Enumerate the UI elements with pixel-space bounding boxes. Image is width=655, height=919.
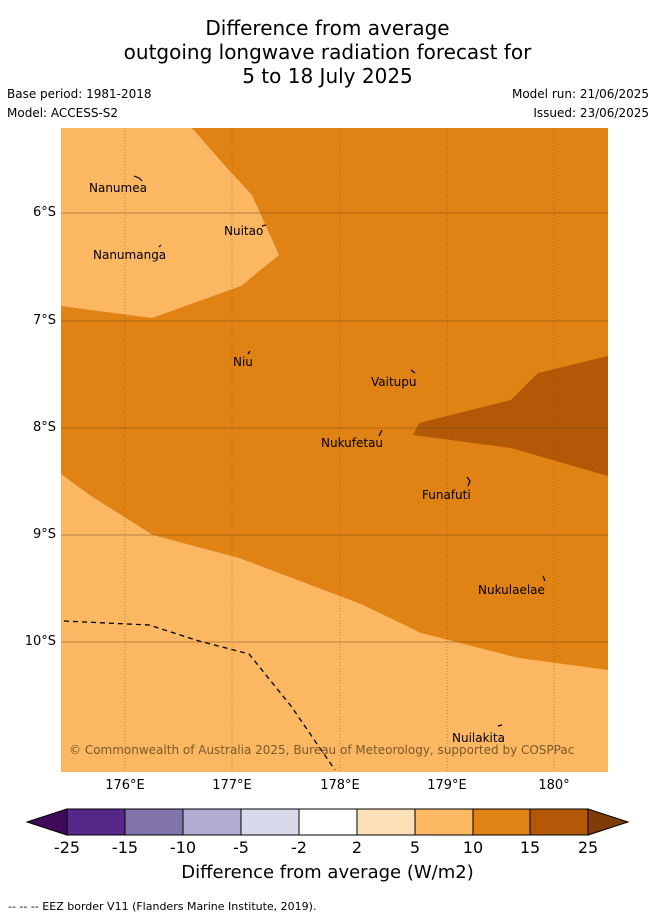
lat-tick-6s: 6°S: [32, 205, 56, 220]
colorbar-swatch-1: [67, 809, 125, 835]
colorbar-tick-neg25: -25: [53, 838, 81, 857]
model-run: Model run: 21/06/2025: [511, 87, 649, 101]
colorbar-tick-5: 5: [409, 838, 421, 857]
light-orange-south-region: [61, 474, 608, 772]
place-label-vaitupu: Vaitupu: [371, 375, 417, 389]
title-line-3: 5 to 18 July 2025: [242, 64, 413, 88]
place-label-funafuti: Funafuti: [422, 488, 471, 502]
colorbar-tick-10: 10: [462, 838, 484, 857]
colorbar-swatch-5: [299, 809, 357, 835]
colorbar-swatch-3: [183, 809, 241, 835]
lat-tick-10s: 10°S: [24, 634, 56, 649]
issued-date: Issued: 23/06/2025: [533, 106, 649, 120]
eez-legend-footer: -- -- -- EEZ border V11 (Flanders Marine…: [8, 900, 317, 913]
dark-orange-region: [413, 356, 608, 476]
place-label-nanumea: Nanumea: [89, 181, 147, 195]
island-funafuti: [466, 476, 471, 487]
place-label-nukulaelae: Nukulaelae: [478, 583, 545, 597]
map-title: Difference from average outgoing longwav…: [0, 16, 655, 88]
island-shapes: [133, 175, 546, 727]
lon-tick-180: 180°: [538, 778, 570, 793]
colorbar-tick-25: 25: [577, 838, 599, 857]
colorbar-tick-neg15: -15: [111, 838, 139, 857]
colorbar-label: Difference from average (W/m2): [181, 862, 474, 883]
colorbar-tick-15: 15: [519, 838, 541, 857]
light-orange-north-region: [61, 128, 279, 318]
colorbar-frame: [66, 808, 589, 836]
place-label-nukufetau: Nukufetau: [321, 436, 383, 450]
lon-tick-176e: 176°E: [105, 778, 145, 793]
map-panel: Nanumea Nuitao Nanumanga Niu Vaitupu Nuk…: [61, 128, 608, 772]
place-label-nuilakita: Nuilakita: [452, 731, 505, 745]
colorbar-tick-neg5: -5: [233, 838, 249, 857]
island-nukufetau: [378, 429, 383, 437]
base-period: Base period: 1981-2018: [7, 87, 152, 101]
title-line-1: Difference from average: [205, 16, 450, 40]
title-line-2: outgoing longwave radiation forecast for: [123, 40, 532, 64]
lon-tick-178e: 178°E: [320, 778, 360, 793]
island-vaitupu: [410, 369, 416, 374]
island-niu: [247, 350, 251, 355]
colorbar-swatch-6: [357, 809, 415, 835]
colorbar-swatch-7: [415, 809, 473, 835]
place-label-niu: Niu: [233, 355, 253, 369]
lat-tick-7s: 7°S: [32, 313, 56, 328]
model-name: Model: ACCESS-S2: [7, 106, 119, 120]
grid-lat-lines: [61, 212, 608, 643]
eez-border: [63, 620, 336, 771]
island-nanumea: [133, 175, 143, 182]
colorbar-tick-2: 2: [351, 838, 363, 857]
colorbar-swatch-8: [473, 809, 530, 835]
map-copyright: © Commonwealth of Australia 2025, Bureau…: [69, 743, 574, 757]
island-nuilakita: [497, 724, 503, 727]
colorbar-outline: [66, 808, 589, 836]
place-label-nanumanga: Nanumanga: [93, 248, 166, 262]
colorbar-swatch-2: [125, 809, 183, 835]
colorbar-under-arrow: [25, 808, 68, 836]
colorbar-swatch-9: [530, 809, 588, 835]
grid-lines: [124, 128, 555, 772]
colorbar: [25, 808, 630, 836]
colorbar-over-arrow: [587, 808, 630, 836]
colorbar-tick-neg2: -2: [291, 838, 307, 857]
map-svg: Nanumea Nuitao Nanumanga Niu Vaitupu Nuk…: [61, 128, 608, 772]
place-label-nuitao: Nuitao: [224, 224, 263, 238]
island-nuitao: [261, 224, 267, 227]
island-nukulaelae: [542, 575, 546, 582]
lat-tick-8s: 8°S: [32, 420, 56, 435]
colorbar-swatch-4: [241, 809, 299, 835]
colorbar-tick-neg10: -10: [169, 838, 197, 857]
island-nanumanga: [158, 244, 162, 248]
lon-tick-177e: 177°E: [212, 778, 252, 793]
lat-tick-9s: 9°S: [32, 527, 56, 542]
lon-tick-179e: 179°E: [427, 778, 467, 793]
